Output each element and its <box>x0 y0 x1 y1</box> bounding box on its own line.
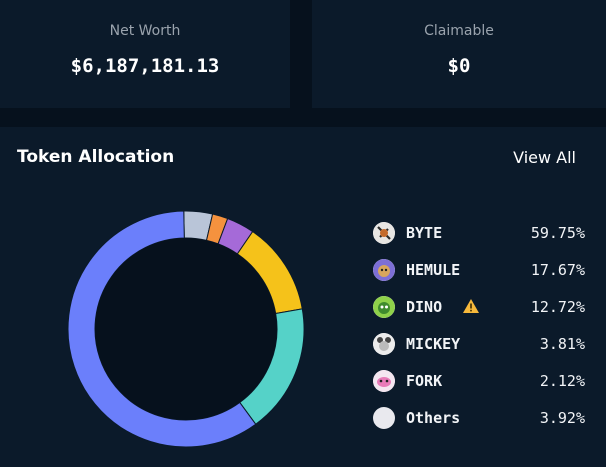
token-percent: 2.12% <box>539 372 585 390</box>
warning-icon[interactable] <box>462 298 480 314</box>
claimable-value: $0 <box>447 55 471 77</box>
allocation-donut-chart <box>67 210 305 448</box>
legend-row-mickey[interactable]: MICKEY 3.81% <box>373 332 588 356</box>
donut-hole <box>95 238 277 420</box>
legend-row-byte[interactable]: BYTE 59.75% <box>373 221 588 245</box>
others-token-icon <box>373 407 395 429</box>
net-worth-value: $6,187,181.13 <box>70 55 220 77</box>
legend-row-hemule[interactable]: HEMULE 17.67% <box>373 258 588 282</box>
fork-token-icon <box>373 370 395 392</box>
token-name: DINO <box>406 298 443 316</box>
hemule-token-icon <box>373 259 395 281</box>
dino-token-icon <box>373 296 395 318</box>
net-worth-label: Net Worth <box>109 23 181 39</box>
token-percent: 17.67% <box>530 261 585 279</box>
token-name: FORK <box>406 372 443 390</box>
token-percent: 3.81% <box>539 335 585 353</box>
token-name: MICKEY <box>406 335 461 353</box>
view-all-link[interactable]: View All <box>513 148 576 167</box>
mickey-token-icon <box>373 333 395 355</box>
token-percent: 59.75% <box>530 224 585 242</box>
claimable-label: Claimable <box>424 23 494 39</box>
token-name: HEMULE <box>406 261 461 279</box>
token-percent: 12.72% <box>530 298 585 316</box>
claimable-card: Claimable $0 <box>312 0 606 108</box>
legend-row-others[interactable]: Others 3.92% <box>373 406 588 430</box>
token-allocation-panel: Token Allocation View All BYTE 59.75% HE… <box>0 127 606 467</box>
byte-token-icon <box>373 222 395 244</box>
token-percent: 3.92% <box>539 409 585 427</box>
legend-row-fork[interactable]: FORK 2.12% <box>373 369 588 393</box>
token-name: BYTE <box>406 224 443 242</box>
net-worth-card: Net Worth $6,187,181.13 <box>0 0 290 108</box>
token-name: Others <box>406 409 461 427</box>
legend-row-dino[interactable]: DINO 12.72% <box>373 295 588 319</box>
token-allocation-title: Token Allocation <box>17 147 175 167</box>
